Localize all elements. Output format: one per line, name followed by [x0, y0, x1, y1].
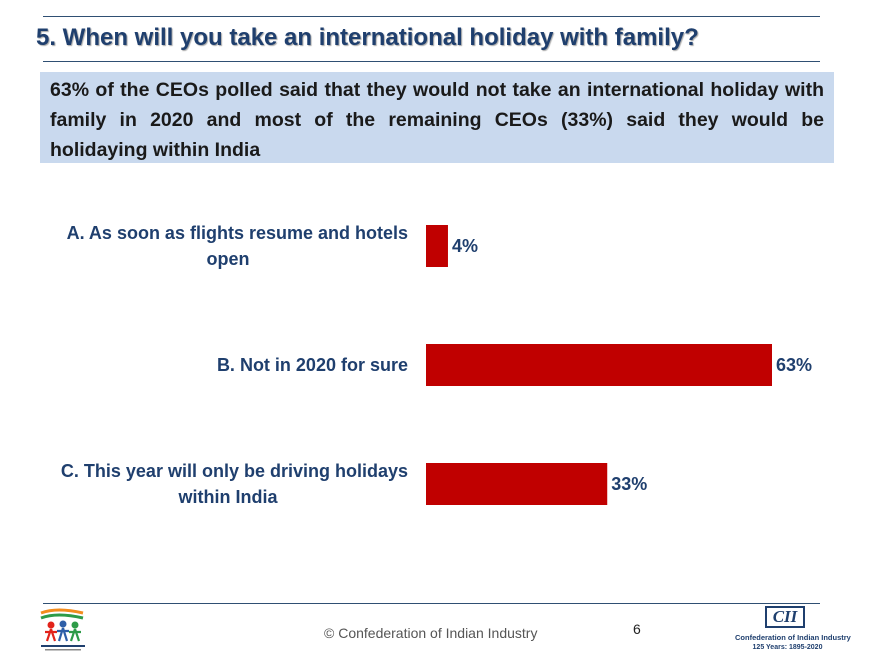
copyright-text: © Confederation of Indian Industry: [324, 625, 538, 641]
top-rule: [43, 16, 820, 17]
page-number: 6: [633, 621, 641, 637]
bar-3: [426, 463, 608, 505]
footer-rule: [43, 603, 820, 604]
cii-logo-name: Confederation of Indian Industry: [735, 633, 851, 642]
summary-text: 63% of the CEOs polled said that they wo…: [50, 79, 824, 161]
value-label-2: 63%: [776, 355, 812, 375]
bar-2: [426, 344, 772, 386]
value-label-3: 33%: [611, 474, 647, 494]
summary-box: 63% of the CEOs polled said that they wo…: [40, 72, 834, 163]
cii-logo: CII Confederation of Indian Industry 125…: [735, 606, 851, 654]
value-label-1: 4%: [452, 236, 478, 256]
category-label-2-line-1: B. Not in 2020 for sure: [217, 355, 408, 375]
category-label-1-line-2: open: [207, 249, 250, 269]
bar-1: [426, 225, 448, 267]
cii-logo-mark: CII: [765, 606, 805, 628]
title-underline-rule: [43, 61, 820, 62]
bar-chart: 4% A. As soon as flights resume and hotel…: [61, 223, 812, 507]
cii-logo-years: 125 Years: 1895-2020: [752, 644, 823, 651]
category-label-3-line-1: C. This year will only be driving holida…: [61, 461, 408, 481]
category-label-3-line-2: within India: [178, 487, 279, 507]
category-label-1-line-1: A. As soon as flights resume and hotels: [67, 223, 408, 243]
page-title: 5. When will you take an international h…: [36, 24, 699, 51]
gandhi-anniversary-logo: [37, 607, 89, 653]
